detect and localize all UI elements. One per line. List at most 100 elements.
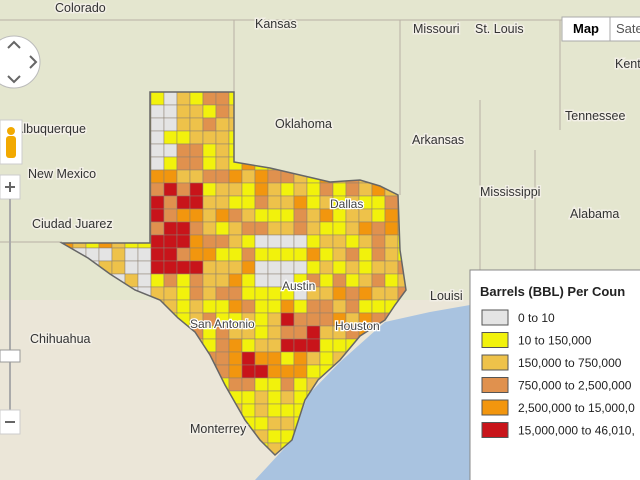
county (384, 195, 399, 210)
county (150, 273, 165, 288)
county (332, 260, 347, 275)
county (332, 247, 347, 262)
county (189, 117, 204, 132)
county (150, 117, 165, 132)
county (215, 195, 230, 210)
place-label: Tennessee (565, 109, 626, 123)
county (163, 273, 178, 288)
county (215, 286, 230, 301)
county (241, 234, 256, 249)
plus-icon (5, 182, 15, 192)
county (150, 156, 165, 171)
county (280, 299, 295, 314)
county (306, 234, 321, 249)
county (241, 182, 256, 197)
pan-ring[interactable] (0, 35, 41, 89)
county (228, 221, 243, 236)
county (228, 169, 243, 184)
place-label: Colorado (55, 1, 106, 15)
county (358, 234, 373, 249)
county (215, 104, 230, 119)
county (267, 286, 282, 301)
county (293, 221, 308, 236)
county (189, 143, 204, 158)
county (306, 195, 321, 210)
county (254, 312, 269, 327)
county (254, 234, 269, 249)
pan-control[interactable] (0, 35, 41, 89)
county (150, 195, 165, 210)
county (163, 169, 178, 184)
county (371, 299, 386, 314)
county (163, 92, 178, 106)
county (319, 351, 334, 366)
county (358, 221, 373, 236)
county (280, 195, 295, 210)
county (202, 104, 217, 119)
county (371, 234, 386, 249)
county (319, 286, 334, 301)
county (319, 247, 334, 262)
county (254, 286, 269, 301)
county (176, 143, 191, 158)
county (306, 247, 321, 262)
county (345, 182, 360, 197)
county (228, 273, 243, 288)
map-button-label[interactable]: Map (573, 21, 599, 36)
county (267, 182, 282, 197)
place-label: Houston (335, 319, 380, 333)
county (163, 156, 178, 171)
satellite-button[interactable] (609, 16, 640, 42)
county (345, 299, 360, 314)
county (293, 325, 308, 340)
state-borders (0, 19, 640, 310)
county (241, 273, 256, 288)
county (332, 299, 347, 314)
county (202, 195, 217, 210)
county (215, 130, 230, 145)
county (241, 247, 256, 262)
county (163, 195, 178, 210)
legend-swatch (481, 377, 509, 393)
county (228, 234, 243, 249)
county (384, 247, 399, 262)
county (189, 92, 204, 106)
legend-box (469, 269, 640, 480)
map-type-control: Map Sate (561, 16, 640, 42)
county (163, 286, 178, 301)
zoom-handle[interactable] (0, 349, 21, 363)
place-label: Kent (615, 57, 640, 71)
county (267, 299, 282, 314)
county (254, 208, 269, 223)
county (280, 221, 295, 236)
county (254, 338, 269, 353)
county (189, 260, 204, 275)
pan-arrows (7, 40, 38, 84)
county (150, 247, 165, 262)
county (176, 247, 191, 262)
county (358, 273, 373, 288)
county (254, 260, 269, 275)
county (241, 377, 256, 392)
county (254, 169, 269, 184)
county (228, 208, 243, 223)
place-label: Austin (282, 279, 315, 293)
satellite-button-label[interactable]: Sate (616, 21, 640, 36)
pegman[interactable] (0, 119, 23, 165)
county (254, 377, 269, 392)
county (111, 260, 126, 275)
county (228, 247, 243, 262)
county (189, 234, 204, 249)
legend-swatch (481, 332, 509, 348)
zoom-control[interactable] (0, 174, 21, 435)
county (267, 247, 282, 262)
county (202, 169, 217, 184)
county (163, 221, 178, 236)
county (241, 299, 256, 314)
county (332, 221, 347, 236)
county (319, 338, 334, 353)
county (293, 260, 308, 275)
place-label: St. Louis (475, 22, 524, 36)
county (358, 299, 373, 314)
county (150, 104, 165, 119)
